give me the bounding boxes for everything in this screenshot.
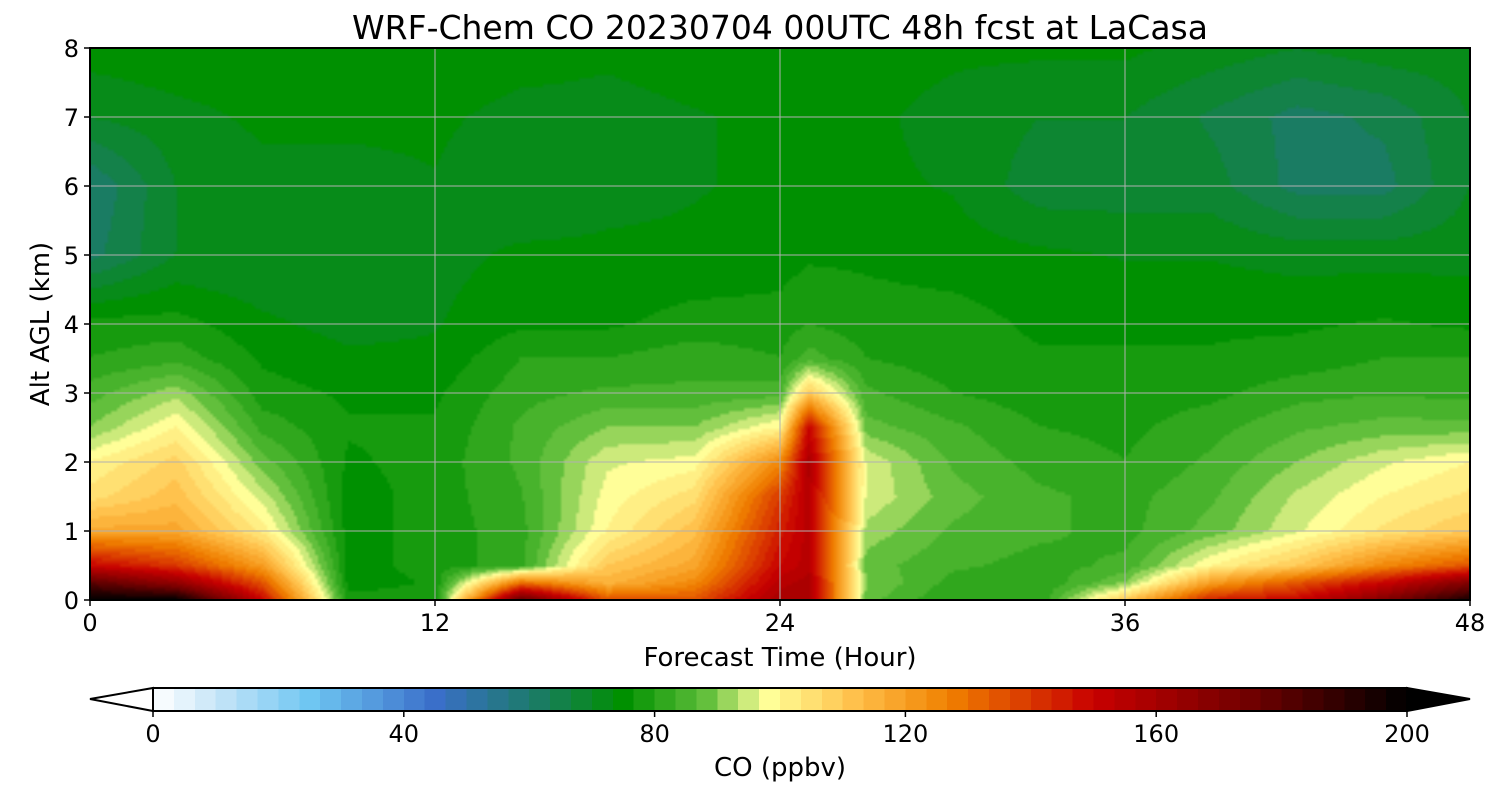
colorbar-tick-label: 160 — [1133, 720, 1179, 748]
y-tick-label: 6 — [64, 173, 79, 201]
colorbar-max-extension — [1406, 686, 1471, 713]
colorbar-min-extension — [89, 686, 154, 713]
x-tick-label: 36 — [1110, 609, 1141, 637]
colorbar-tick-label: 0 — [145, 720, 160, 748]
colorbar-gradient — [153, 688, 1407, 711]
y-tick-label: 7 — [64, 104, 79, 132]
x-tick-label: 24 — [765, 609, 796, 637]
y-tick-label: 8 — [64, 35, 79, 63]
x-tick-label: 48 — [1455, 609, 1486, 637]
y-tick-label: 2 — [64, 449, 79, 477]
y-tick-label: 1 — [64, 518, 79, 546]
colorbar-tick-label: 200 — [1384, 720, 1430, 748]
y-tick-label: 4 — [64, 311, 79, 339]
y-tick-label: 3 — [64, 380, 79, 408]
grid-lines — [90, 48, 1470, 600]
colorbar-tick-label: 120 — [882, 720, 928, 748]
colorbar-label: CO (ppbv) — [714, 753, 846, 783]
x-tick-label: 12 — [420, 609, 451, 637]
colorbar-tick-label: 80 — [639, 720, 670, 748]
y-tick-label: 5 — [64, 242, 79, 270]
colorbar-frame — [152, 687, 1408, 712]
y-axis: 0 1 2 3 4 5 6 7 8 — [64, 35, 90, 615]
y-tick-label: 0 — [64, 587, 79, 615]
colorbar-ticks: 0 40 80 120 160 200 — [145, 711, 1430, 748]
y-axis-label: Alt AGL (km) — [26, 242, 56, 406]
x-axis: 0 12 24 36 48 — [82, 600, 1485, 637]
x-tick-label: 0 — [82, 609, 97, 637]
x-axis-label: Forecast Time (Hour) — [643, 643, 916, 673]
chart-title: WRF-Chem CO 20230704 00UTC 48h fcst at L… — [352, 8, 1208, 47]
colorbar: 0 40 80 120 160 200 — [89, 686, 1471, 748]
colorbar-tick-label: 40 — [389, 720, 420, 748]
